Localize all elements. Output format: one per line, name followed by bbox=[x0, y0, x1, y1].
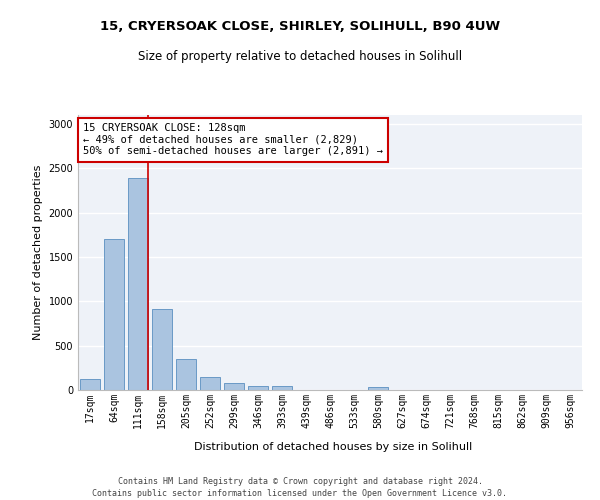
Bar bbox=[176, 358, 196, 390]
Text: 15, CRYERSOAK CLOSE, SHIRLEY, SOLIHULL, B90 4UW: 15, CRYERSOAK CLOSE, SHIRLEY, SOLIHULL, … bbox=[100, 20, 500, 33]
Bar bbox=[128, 178, 148, 390]
Text: 15 CRYERSOAK CLOSE: 128sqm
← 49% of detached houses are smaller (2,829)
50% of s: 15 CRYERSOAK CLOSE: 128sqm ← 49% of deta… bbox=[83, 123, 383, 156]
Text: Distribution of detached houses by size in Solihull: Distribution of detached houses by size … bbox=[194, 442, 472, 452]
Bar bbox=[104, 239, 124, 390]
Text: Contains HM Land Registry data © Crown copyright and database right 2024.
Contai: Contains HM Land Registry data © Crown c… bbox=[92, 476, 508, 498]
Text: Size of property relative to detached houses in Solihull: Size of property relative to detached ho… bbox=[138, 50, 462, 63]
Y-axis label: Number of detached properties: Number of detached properties bbox=[33, 165, 43, 340]
Bar bbox=[152, 310, 172, 390]
Bar bbox=[80, 380, 100, 390]
Bar bbox=[248, 386, 268, 390]
Bar bbox=[200, 377, 220, 390]
Bar bbox=[368, 388, 388, 390]
Bar bbox=[272, 386, 292, 390]
Bar bbox=[224, 383, 244, 390]
